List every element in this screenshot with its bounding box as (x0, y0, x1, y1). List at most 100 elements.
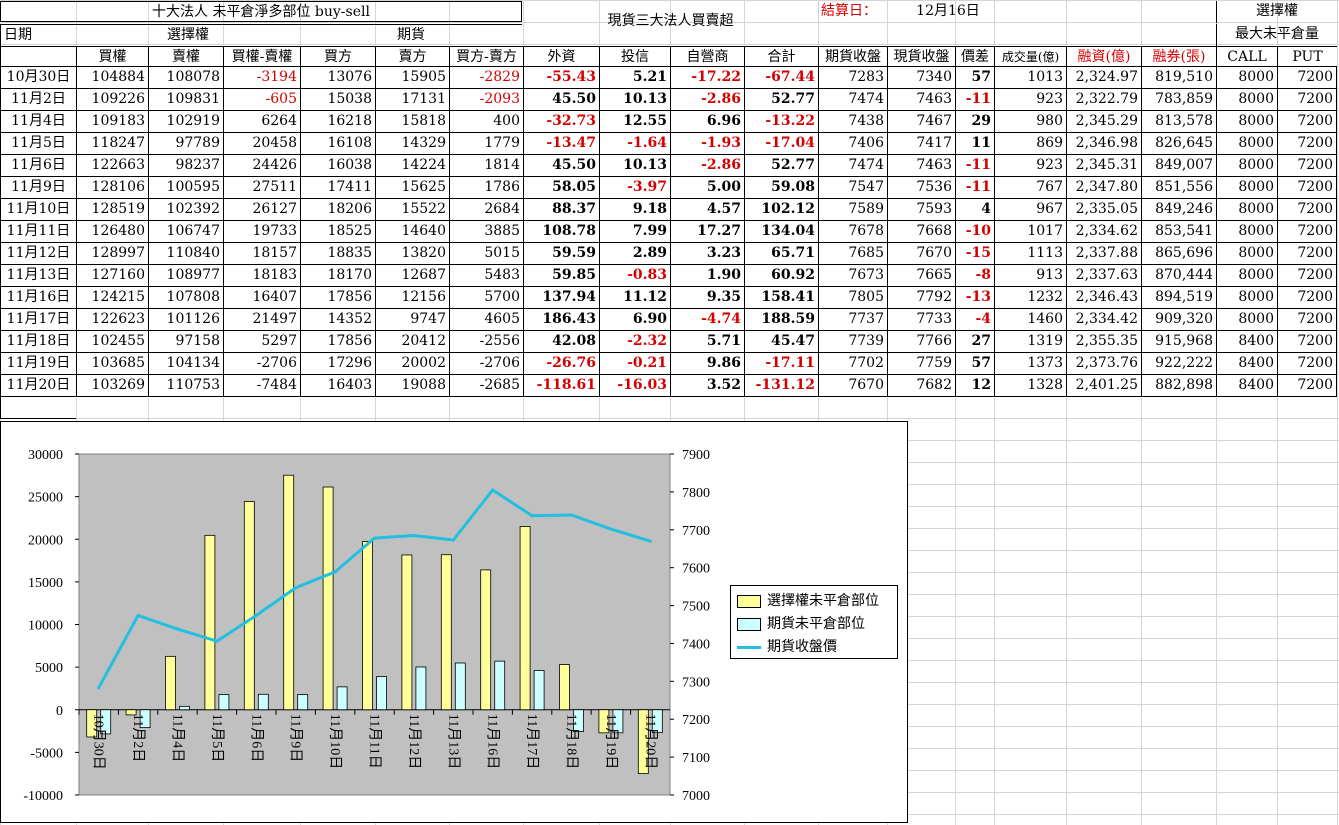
table-cell[interactable]: 17.27 (670, 221, 744, 243)
table-cell[interactable]: 188.59 (744, 309, 818, 331)
volume-header[interactable]: 成交量(億) (994, 46, 1066, 67)
table-cell[interactable]: 16038 (300, 155, 375, 177)
table-cell[interactable]: 7665 (887, 265, 955, 287)
table-cell[interactable]: 7283 (818, 67, 887, 89)
table-cell[interactable]: 27 (955, 331, 994, 353)
table-cell[interactable]: -1.93 (670, 133, 744, 155)
sheet-title[interactable]: 十大法人 未平倉淨多部位 buy-sell (0, 1, 522, 22)
table-cell[interactable]: 7739 (818, 331, 887, 353)
table-cell[interactable]: 108977 (148, 265, 223, 287)
call-put-diff-header[interactable]: 買權-賣權 (223, 46, 300, 67)
table-cell[interactable]: 5.00 (670, 177, 744, 199)
table-cell[interactable]: 26127 (223, 199, 300, 221)
table-cell[interactable]: 1017 (994, 221, 1066, 243)
call-oi-header[interactable]: CALL (1216, 46, 1277, 67)
table-cell[interactable]: -15 (955, 243, 994, 265)
table-cell[interactable]: 8000 (1216, 199, 1277, 221)
table-cell[interactable]: 2,334.42 (1066, 309, 1141, 331)
table-cell[interactable]: -16.03 (599, 375, 670, 397)
table-cell[interactable]: 4.57 (670, 199, 744, 221)
table-cell[interactable]: 1.90 (670, 265, 744, 287)
table-cell[interactable]: -605 (223, 89, 300, 111)
table-cell[interactable]: 851,556 (1141, 177, 1216, 199)
table-cell[interactable]: 29 (955, 111, 994, 133)
table-cell[interactable]: 2,355.35 (1066, 331, 1141, 353)
table-cell[interactable]: 186.43 (523, 309, 599, 331)
table-cell[interactable]: 59.59 (523, 243, 599, 265)
row-date[interactable]: 11月6日 (0, 155, 76, 177)
table-cell[interactable]: 7463 (887, 155, 955, 177)
table-cell[interactable]: 1460 (994, 309, 1066, 331)
table-cell[interactable]: 8400 (1216, 375, 1277, 397)
table-cell[interactable]: 16218 (300, 111, 375, 133)
total-header[interactable]: 合計 (744, 46, 818, 67)
table-cell[interactable]: 12687 (375, 265, 449, 287)
table-cell[interactable]: 20412 (375, 331, 449, 353)
table-cell[interactable]: 97158 (148, 331, 223, 353)
table-cell[interactable]: -67.44 (744, 67, 818, 89)
table-cell[interactable]: -13 (955, 287, 994, 309)
table-cell[interactable]: 45.50 (523, 155, 599, 177)
table-cell[interactable]: 110840 (148, 243, 223, 265)
table-cell[interactable]: 7200 (1277, 133, 1337, 155)
table-cell[interactable]: 7547 (818, 177, 887, 199)
put-oi-header[interactable]: PUT (1277, 46, 1337, 67)
table-cell[interactable]: -13.47 (523, 133, 599, 155)
table-cell[interactable]: 909,320 (1141, 309, 1216, 331)
table-cell[interactable]: 7200 (1277, 265, 1337, 287)
table-cell[interactable]: 9747 (375, 309, 449, 331)
buy-header[interactable]: 買方 (300, 46, 375, 67)
table-cell[interactable]: 134.04 (744, 221, 818, 243)
table-cell[interactable]: 58.05 (523, 177, 599, 199)
table-cell[interactable]: 4605 (449, 309, 523, 331)
row-date[interactable]: 11月20日 (0, 375, 76, 397)
table-cell[interactable]: 11 (955, 133, 994, 155)
row-date[interactable]: 11月11日 (0, 221, 76, 243)
table-cell[interactable]: 9.18 (599, 199, 670, 221)
table-cell[interactable]: 102.12 (744, 199, 818, 221)
table-cell[interactable]: 88.37 (523, 199, 599, 221)
table-cell[interactable]: 882,898 (1141, 375, 1216, 397)
table-cell[interactable]: 2,345.29 (1066, 111, 1141, 133)
table-cell[interactable]: 107808 (148, 287, 223, 309)
table-cell[interactable]: 7759 (887, 353, 955, 375)
table-cell[interactable]: 400 (449, 111, 523, 133)
table-cell[interactable]: 2,337.63 (1066, 265, 1141, 287)
row-date[interactable]: 10月30日 (0, 67, 76, 89)
table-cell[interactable]: 980 (994, 111, 1066, 133)
table-cell[interactable]: 15905 (375, 67, 449, 89)
table-cell[interactable]: 4 (955, 199, 994, 221)
table-cell[interactable]: 7340 (887, 67, 955, 89)
table-cell[interactable]: 1328 (994, 375, 1066, 397)
table-cell[interactable]: 57 (955, 353, 994, 375)
table-cell[interactable]: -26.76 (523, 353, 599, 375)
table-cell[interactable]: 14352 (300, 309, 375, 331)
table-cell[interactable]: 8000 (1216, 309, 1277, 331)
table-cell[interactable]: 65.71 (744, 243, 818, 265)
table-cell[interactable]: 8000 (1216, 243, 1277, 265)
table-cell[interactable]: 100595 (148, 177, 223, 199)
table-cell[interactable]: -2829 (449, 67, 523, 89)
table-cell[interactable]: 17296 (300, 353, 375, 375)
table-cell[interactable]: 102392 (148, 199, 223, 221)
table-cell[interactable]: 826,645 (1141, 133, 1216, 155)
max-oi-header[interactable]: 最大未平倉量 (1216, 24, 1337, 46)
table-cell[interactable]: 7792 (887, 287, 955, 309)
table-cell[interactable]: 8000 (1216, 287, 1277, 309)
table-cell[interactable]: 104884 (76, 67, 148, 89)
table-cell[interactable]: 8000 (1216, 265, 1277, 287)
table-cell[interactable]: 7200 (1277, 375, 1337, 397)
table-cell[interactable]: -32.73 (523, 111, 599, 133)
table-cell[interactable]: 8000 (1216, 89, 1277, 111)
table-cell[interactable]: -1.64 (599, 133, 670, 155)
table-cell[interactable]: -3.97 (599, 177, 670, 199)
table-cell[interactable]: 124215 (76, 287, 148, 309)
table-cell[interactable]: -17.11 (744, 353, 818, 375)
row-date[interactable]: 11月18日 (0, 331, 76, 353)
table-cell[interactable]: 2.89 (599, 243, 670, 265)
table-cell[interactable]: 45.50 (523, 89, 599, 111)
table-cell[interactable]: 1232 (994, 287, 1066, 309)
table-cell[interactable]: 865,696 (1141, 243, 1216, 265)
table-cell[interactable]: 2684 (449, 199, 523, 221)
table-cell[interactable]: 1373 (994, 353, 1066, 375)
